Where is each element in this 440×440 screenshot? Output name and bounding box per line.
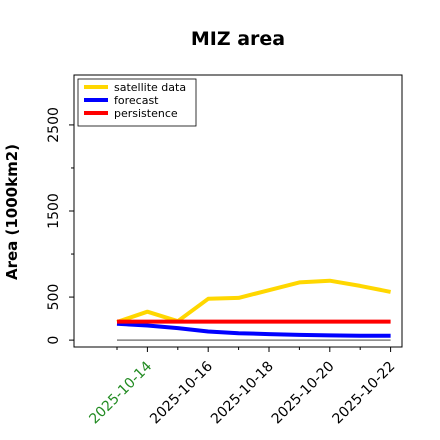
legend-label-satellite: satellite data <box>114 81 186 94</box>
legend-label-persistence: persistence <box>114 107 178 120</box>
series-line-forecast <box>116 321 391 338</box>
series-line-satellite-data <box>116 278 391 324</box>
x-axis-ticks: 2025-10-142025-10-162025-10-182025-10-20… <box>86 347 398 427</box>
y-tick-label: 0 <box>46 336 62 345</box>
legend-label-forecast: forecast <box>114 94 159 107</box>
x-tick-label: 2025-10-14 <box>86 358 155 427</box>
y-tick-label: 1500 <box>46 193 62 229</box>
series-lines <box>116 278 391 338</box>
x-tick-label: 2025-10-22 <box>330 359 399 428</box>
y-tick-label: 500 <box>46 284 62 311</box>
chart-title: MIZ area <box>191 28 285 50</box>
y-axis-label: Area (1000km2) <box>3 144 21 280</box>
y-tick-label: 2500 <box>46 107 62 143</box>
x-tick-label: 2025-10-16 <box>147 358 216 427</box>
x-tick-label: 2025-10-20 <box>269 359 338 428</box>
x-tick-label: 2025-10-18 <box>208 359 277 428</box>
legend: satellite data forecast persistence <box>77 78 197 127</box>
y-axis-ticks: 0 500 1500 2500 <box>46 107 74 345</box>
